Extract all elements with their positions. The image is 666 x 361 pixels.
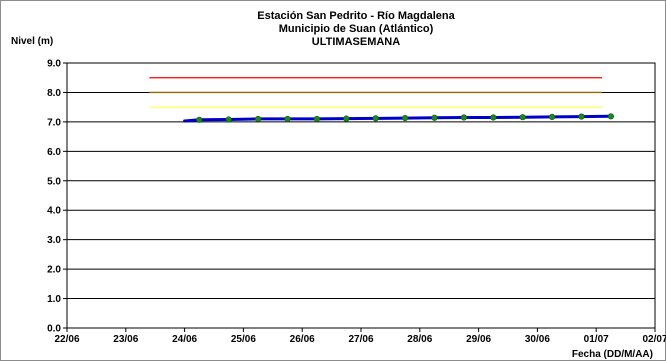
level-data-point: [519, 114, 526, 121]
level-data-point: [548, 113, 556, 120]
y-tick-label: 7.0: [47, 117, 61, 128]
level-data-point: [343, 115, 350, 122]
level-data-point: [225, 116, 232, 123]
y-tick-label: 0.0: [47, 324, 61, 335]
level-series-line: [183, 114, 613, 123]
y-tick-label: 2.0: [47, 265, 61, 276]
level-data-point: [284, 115, 291, 123]
level-data-point: [578, 113, 585, 120]
level-data-point: [313, 115, 321, 123]
x-tick-label: 01/07: [584, 334, 609, 345]
x-tick-label: 24/06: [172, 334, 197, 345]
chart-title-line-2: Municipio de Suan (Atlántico): [279, 23, 434, 35]
level-data-point: [372, 115, 379, 122]
chart-title-line-3: ULTIMASEMANA: [312, 36, 400, 48]
level-data-point: [460, 114, 468, 121]
level-series: [183, 114, 613, 123]
y-tick-label: 6.0: [47, 147, 61, 158]
level-data-point: [196, 116, 203, 123]
chart-title-line-1: Estación San Pedrito - Río Magdalena: [257, 10, 455, 22]
y-tick-label: 4.0: [47, 206, 61, 217]
level-points: [196, 113, 615, 123]
y-axis-label: Nivel (m): [11, 36, 53, 47]
level-data-point: [431, 114, 438, 121]
x-tick-label: 27/06: [348, 334, 373, 345]
x-tick-label: 25/06: [231, 334, 256, 345]
level-data-point: [255, 115, 262, 123]
y-tick-label: 5.0: [47, 176, 61, 187]
x-tick-label: 30/06: [525, 334, 550, 345]
x-axis-label: Fecha (DD/M/AA): [572, 349, 653, 360]
chart-title: Estación San Pedrito - Río Magdalena Mun…: [257, 10, 455, 48]
x-tick-label: 28/06: [407, 334, 432, 345]
y-tick-label: 1.0: [47, 294, 61, 305]
level-data-point: [490, 114, 497, 121]
level-data-point: [402, 114, 409, 122]
threshold-lines: [149, 77, 603, 108]
gridlines: [67, 91, 655, 300]
x-tick-label: 02/07: [642, 334, 666, 345]
y-axis-ticks: 0.0 1.0 2.0 3.0 4.0 5.0 6.0 7.0 8.0 9.0: [47, 59, 67, 335]
y-tick-label: 3.0: [47, 235, 61, 246]
plot-area-frame: [66, 62, 656, 329]
y-tick-label: 8.0: [47, 88, 61, 99]
x-tick-label: 23/06: [113, 334, 138, 345]
x-tick-label: 29/06: [466, 334, 491, 345]
x-tick-label: 26/06: [290, 334, 315, 345]
level-data-point: [607, 113, 615, 120]
y-tick-label: 9.0: [47, 59, 61, 70]
x-tick-label: 22/06: [54, 334, 79, 345]
x-axis-ticks: 22/06 23/06 24/06 25/06 26/06 27/06 28/06 29/06…: [54, 328, 666, 345]
